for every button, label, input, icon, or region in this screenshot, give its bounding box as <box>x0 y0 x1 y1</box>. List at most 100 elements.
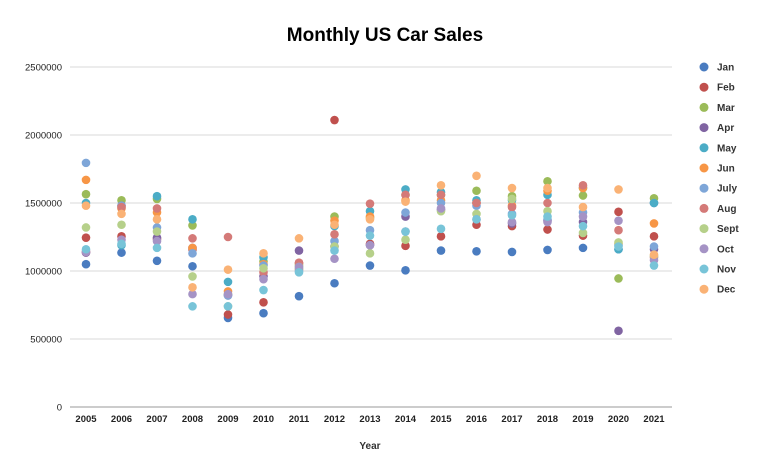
data-point-sept-2014 <box>401 235 410 245</box>
data-point-nov-2019 <box>578 221 588 231</box>
data-point-dec-2020 <box>614 185 623 194</box>
data-point-dec-2021 <box>649 250 659 259</box>
data-point-dec-2010 <box>259 249 268 258</box>
x-tick-label: 2007 <box>146 414 167 425</box>
legend-label: Jun <box>717 164 735 175</box>
legend-item-dec: Dec <box>699 284 736 296</box>
legend-label: Jan <box>717 63 734 74</box>
x-tick-label: 2009 <box>217 414 238 425</box>
x-tick-label: 2018 <box>537 414 558 425</box>
data-point-oct-2019 <box>578 212 588 221</box>
data-point-dec-2011 <box>294 234 304 243</box>
legend-marker <box>699 244 709 254</box>
legend-marker <box>699 264 709 274</box>
data-point-nov-2021 <box>649 261 659 270</box>
data-point-may-2009 <box>223 277 233 287</box>
data-point-feb-2021 <box>649 232 659 241</box>
data-point-aug-2009 <box>223 232 233 242</box>
data-point-dec-2013 <box>365 215 375 224</box>
data-point-nov-2006 <box>117 239 126 249</box>
data-point-jan-2007 <box>152 256 162 266</box>
y-tick-label: 1000000 <box>25 267 62 278</box>
data-point-sept-2013 <box>365 249 375 258</box>
data-point-feb-2018 <box>543 225 552 234</box>
x-tick-label: 2010 <box>253 414 274 425</box>
data-point-dec-2017 <box>507 183 517 193</box>
data-point-jan-2013 <box>365 261 375 270</box>
data-point-sept-2010 <box>259 263 268 273</box>
data-point-sept-2019 <box>578 228 588 238</box>
data-point-mar-2005 <box>81 189 91 199</box>
y-tick-label: 1500000 <box>25 199 62 210</box>
data-point-feb-2014 <box>401 241 410 251</box>
data-point-jan-2018 <box>543 245 552 255</box>
data-point-sept-2007 <box>152 227 162 236</box>
x-tick-label: 2011 <box>289 414 310 425</box>
data-point-may-2008 <box>188 215 197 224</box>
legend-label: May <box>717 143 737 154</box>
data-point-nov-2017 <box>507 210 517 220</box>
data-point-aug-2017 <box>507 202 517 212</box>
data-point-jan-2016 <box>472 246 481 256</box>
data-point-dec-2005 <box>81 201 91 211</box>
data-point-feb-2020 <box>614 207 623 217</box>
data-point-jun-2021 <box>649 219 659 228</box>
data-point-dec-2012 <box>330 220 339 230</box>
data-point-nov-2008 <box>188 302 197 311</box>
legend-marker <box>699 102 709 112</box>
data-point-apr-2020 <box>614 326 623 336</box>
data-point-may-2007 <box>152 191 162 201</box>
chart-title: Monthly US Car Sales <box>287 25 483 46</box>
data-point-aug-2013 <box>365 199 375 208</box>
data-point-nov-2012 <box>330 246 339 255</box>
legend-label: July <box>717 184 737 195</box>
data-point-aug-2018 <box>543 198 552 208</box>
data-point-aug-2019 <box>578 181 588 190</box>
data-point-july-2005 <box>81 158 91 168</box>
data-point-feb-2012 <box>330 115 339 125</box>
legend-item-mar: Mar <box>699 102 735 114</box>
data-point-oct-2012 <box>330 254 339 264</box>
data-point-nov-2014 <box>401 227 410 236</box>
x-tick-label: 2015 <box>430 414 452 425</box>
series-dec <box>81 171 659 292</box>
x-tick-label: 2008 <box>182 414 203 425</box>
data-point-nov-2005 <box>81 244 91 254</box>
data-point-sept-2017 <box>507 194 517 204</box>
legend-marker <box>699 123 709 133</box>
legend-item-july: July <box>699 183 737 195</box>
y-tick-label: 0 <box>57 403 62 414</box>
data-point-aug-2007 <box>152 204 162 213</box>
legend-item-oct: Oct <box>699 244 734 255</box>
legend-item-jan: Jan <box>699 62 734 74</box>
x-tick-label: 2019 <box>572 414 593 425</box>
x-tick-label: 2006 <box>111 414 132 425</box>
legend-marker <box>699 284 709 294</box>
data-point-sept-2008 <box>188 272 197 281</box>
data-point-nov-2010 <box>259 285 268 295</box>
series-july <box>81 158 659 300</box>
data-point-feb-2015 <box>436 232 446 241</box>
data-point-oct-2013 <box>365 240 375 250</box>
data-point-apr-2011 <box>294 246 304 255</box>
data-point-aug-2014 <box>401 190 410 200</box>
data-point-july-2008 <box>188 249 197 258</box>
x-tick-label: 2014 <box>395 414 417 425</box>
legend-marker <box>699 82 709 92</box>
data-point-mar-2020 <box>614 274 623 283</box>
data-point-aug-2012 <box>330 229 339 239</box>
data-point-aug-2006 <box>117 202 126 212</box>
data-point-nov-2018 <box>543 212 552 221</box>
data-point-nov-2015 <box>436 224 446 234</box>
x-tick-label: 2020 <box>608 414 629 425</box>
data-point-oct-2008 <box>188 289 197 299</box>
legend-marker <box>699 163 709 173</box>
legend-label: Dec <box>717 285 736 296</box>
data-point-mar-2008 <box>188 221 197 230</box>
x-tick-label: 2016 <box>466 414 487 425</box>
legend-label: Feb <box>717 83 735 94</box>
data-point-july-2014 <box>401 208 410 217</box>
data-point-dec-2019 <box>578 202 588 212</box>
legend-label: Aug <box>717 204 736 215</box>
data-point-dec-2015 <box>436 181 446 190</box>
